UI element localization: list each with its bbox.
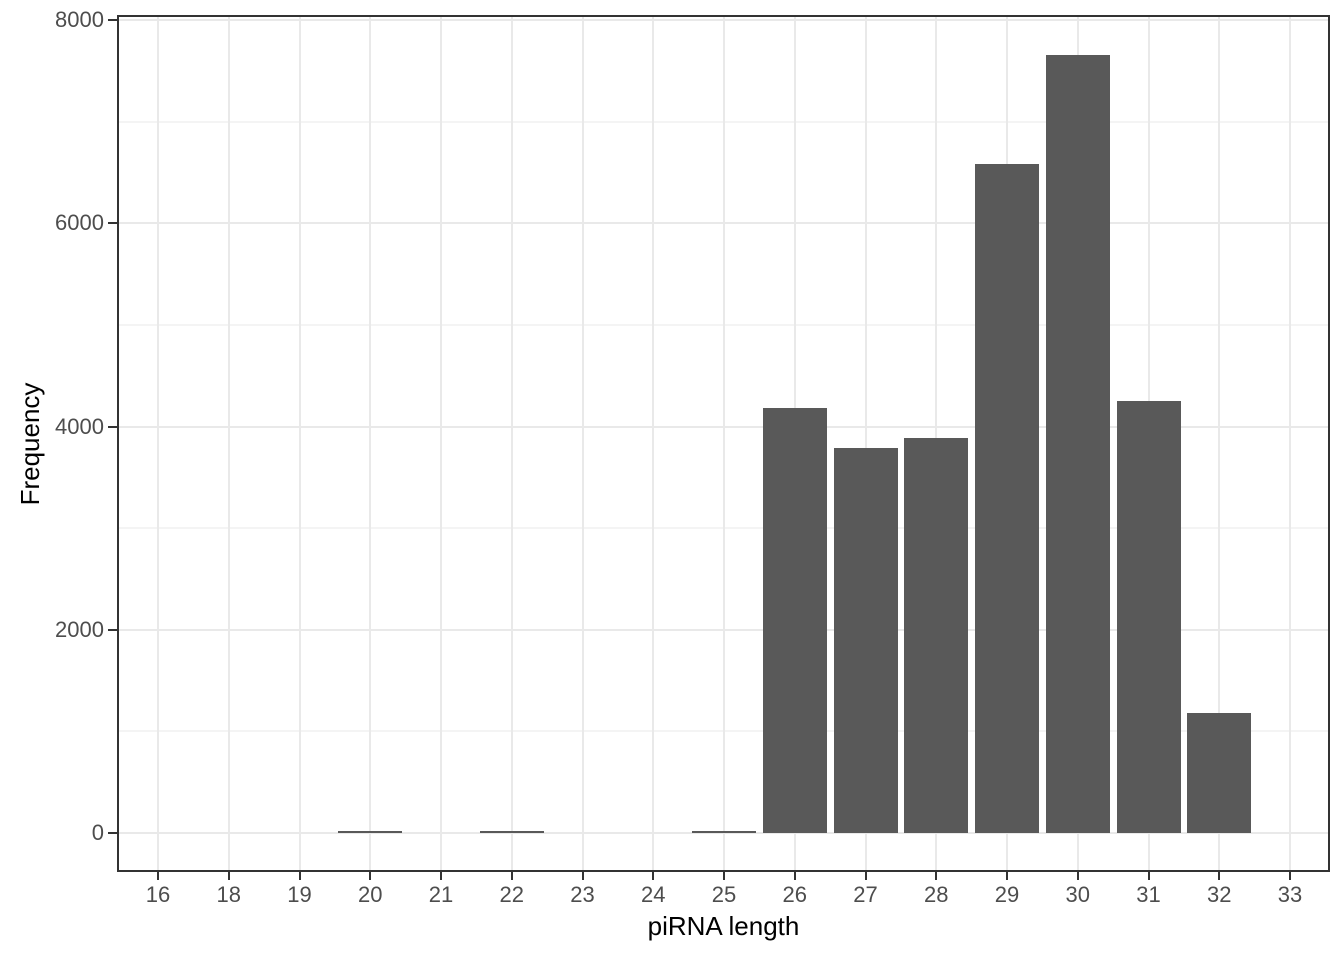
y-tick-label: 6000 bbox=[55, 210, 104, 236]
x-gridline-major bbox=[1289, 15, 1291, 872]
bar bbox=[1187, 713, 1252, 833]
x-tick bbox=[1289, 871, 1291, 880]
x-tick-label: 19 bbox=[287, 882, 312, 907]
x-gridline-major bbox=[864, 15, 867, 872]
x-tick bbox=[581, 871, 584, 880]
bar bbox=[1116, 401, 1181, 833]
x-gridline-major bbox=[440, 15, 442, 872]
x-tick bbox=[935, 871, 938, 880]
x-tick bbox=[1076, 871, 1079, 880]
x-gridline-major bbox=[510, 15, 513, 872]
x-gridline-major bbox=[157, 15, 159, 872]
y-tick-label: 0 bbox=[91, 820, 104, 845]
y-tick bbox=[108, 19, 117, 21]
x-tick-label: 21 bbox=[428, 882, 454, 907]
x-tick-label: 30 bbox=[1065, 882, 1090, 907]
x-tick bbox=[1218, 871, 1221, 880]
x-tick-label: 27 bbox=[853, 882, 878, 907]
x-tick bbox=[1006, 871, 1008, 880]
x-tick bbox=[793, 871, 796, 880]
x-gridline-major bbox=[298, 15, 301, 872]
x-tick bbox=[510, 871, 513, 880]
bar bbox=[762, 408, 827, 833]
x-tick bbox=[864, 871, 867, 880]
y-tick bbox=[108, 628, 117, 631]
x-tick bbox=[369, 871, 372, 880]
x-tick-label: 25 bbox=[711, 882, 737, 907]
x-tick bbox=[440, 871, 442, 880]
y-axis-title: Frequency bbox=[15, 382, 45, 505]
x-tick-label: 26 bbox=[782, 882, 807, 907]
y-tick-label: 4000 bbox=[55, 413, 104, 439]
y-tick bbox=[108, 425, 117, 428]
bar bbox=[479, 830, 544, 833]
x-tick-label: 18 bbox=[216, 882, 241, 907]
x-axis-title: piRNA length bbox=[647, 911, 800, 941]
y-tick bbox=[108, 222, 117, 225]
x-tick-label: 29 bbox=[994, 882, 1020, 907]
x-tick bbox=[723, 871, 725, 880]
bar bbox=[692, 830, 756, 833]
x-gridline-major bbox=[1218, 15, 1221, 872]
y-tick bbox=[108, 832, 117, 834]
x-gridline-major bbox=[227, 15, 230, 872]
x-gridline-major bbox=[369, 15, 372, 872]
x-tick bbox=[298, 871, 301, 880]
y-tick-label: 8000 bbox=[55, 7, 104, 32]
x-tick-label: 23 bbox=[570, 882, 595, 907]
x-tick-label: 28 bbox=[924, 882, 949, 907]
x-tick-label: 20 bbox=[358, 882, 383, 907]
bar bbox=[833, 447, 898, 833]
bar bbox=[1045, 54, 1110, 833]
bar bbox=[904, 437, 969, 833]
x-tick-label: 31 bbox=[1136, 882, 1161, 907]
x-tick bbox=[1147, 871, 1150, 880]
x-tick-label: 33 bbox=[1277, 882, 1303, 907]
x-tick bbox=[652, 871, 655, 880]
x-tick bbox=[227, 871, 230, 880]
x-gridline-major bbox=[652, 15, 655, 872]
x-tick-label: 16 bbox=[145, 882, 171, 907]
bar bbox=[338, 830, 403, 833]
plot-panel bbox=[117, 15, 1330, 872]
bar bbox=[975, 164, 1039, 833]
x-tick-label: 22 bbox=[499, 882, 524, 907]
x-gridline-major bbox=[723, 15, 725, 872]
x-tick-label: 32 bbox=[1207, 882, 1232, 907]
y-tick-label: 2000 bbox=[55, 616, 104, 642]
x-tick bbox=[157, 871, 159, 880]
x-tick-label: 24 bbox=[641, 882, 666, 907]
x-gridline-major bbox=[581, 15, 584, 872]
